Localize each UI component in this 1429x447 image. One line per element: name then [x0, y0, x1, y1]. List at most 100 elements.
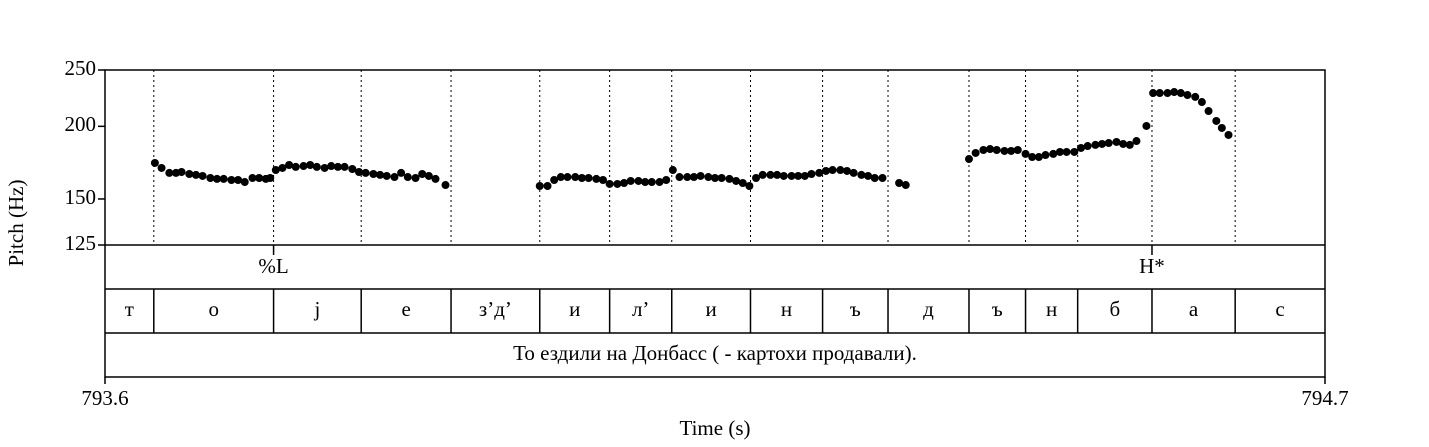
pitch-point	[1155, 89, 1164, 98]
pitch-point	[1098, 139, 1107, 148]
pitch-point	[689, 173, 698, 182]
pitch-point	[620, 178, 629, 187]
y-axis-label: Pitch (Hz)	[4, 180, 28, 267]
tone-label: %L	[258, 254, 288, 278]
pitch-point	[773, 170, 782, 179]
pitch-point	[895, 178, 904, 187]
segment-label: с	[1275, 297, 1284, 321]
pitch-point	[675, 173, 684, 182]
pitch-point	[369, 169, 378, 178]
pitch-point	[1021, 149, 1030, 158]
pitch-point	[979, 146, 988, 155]
pitch-point	[150, 158, 159, 167]
segment-label: и	[705, 297, 716, 321]
segment-label: а	[1189, 297, 1199, 321]
pitch-point	[1000, 146, 1009, 155]
pitch-point	[535, 182, 544, 191]
pitch-point	[299, 162, 308, 171]
pitch-point	[390, 173, 399, 182]
pitch-point	[376, 170, 385, 179]
pitch-point	[732, 176, 741, 185]
pitch-point	[738, 178, 747, 187]
pitch-point	[266, 173, 275, 182]
pitch-point	[634, 176, 643, 185]
pitch-point	[340, 162, 349, 171]
pitch-point	[964, 155, 973, 164]
sentence-label: То ездили на Донбасс ( - картохи продава…	[513, 341, 917, 365]
pitch-point	[1212, 116, 1221, 125]
pitch-point	[571, 173, 580, 182]
pitch-point	[543, 182, 552, 191]
pitch-point	[598, 176, 607, 185]
pitch-point	[403, 173, 412, 182]
pitch-point	[1217, 123, 1226, 132]
segment-label: ъ	[850, 297, 861, 321]
pitch-point	[354, 168, 363, 177]
pitch-point	[240, 178, 249, 187]
pitch-point	[227, 176, 236, 185]
pitch-point	[864, 171, 873, 180]
pitch-point	[647, 178, 656, 187]
pitch-point	[683, 173, 692, 182]
pitch-point	[971, 148, 980, 157]
pitch-point	[1007, 146, 1016, 155]
pitch-point	[424, 171, 433, 180]
pitch-point	[306, 161, 315, 170]
pitch-point	[177, 168, 186, 177]
pitch-point	[1149, 89, 1158, 98]
pitch-point	[577, 173, 586, 182]
pitch-point	[1191, 92, 1200, 101]
pitch-point	[821, 166, 830, 175]
pitch-point	[662, 176, 671, 185]
plot-frame	[104, 69, 1326, 378]
pitch-point	[397, 168, 406, 177]
y-tick-label: 250	[65, 56, 97, 80]
pitch-point	[348, 165, 357, 174]
pitch-point	[870, 173, 879, 182]
pitch-point	[787, 171, 796, 180]
pitch-point	[206, 173, 215, 182]
pitch-point	[766, 170, 775, 179]
pitch-point	[441, 181, 450, 190]
segment-label: д	[923, 297, 934, 321]
pitch-point	[1104, 139, 1113, 148]
tone-label: H*	[1139, 254, 1165, 278]
pitch-point	[1119, 139, 1128, 148]
pitch-point	[1163, 89, 1172, 98]
pitch-point	[563, 173, 572, 182]
pitch-point	[198, 171, 207, 180]
pitch-point	[1013, 146, 1022, 155]
pitch-point	[592, 174, 601, 183]
pitch-point	[1204, 107, 1213, 116]
pitch-point	[291, 162, 300, 171]
pitch-point	[1142, 121, 1151, 130]
pitch-point	[779, 171, 788, 180]
pitch-point	[1091, 140, 1100, 149]
pitch-point	[431, 174, 440, 183]
pitch-point	[1083, 142, 1092, 151]
segment-label: л’	[632, 297, 649, 321]
pitch-point	[320, 163, 329, 172]
pitch-point	[807, 169, 816, 178]
pitch-point	[696, 171, 705, 180]
pitch-point	[655, 178, 664, 187]
pitch-point	[704, 173, 713, 182]
pitch-point	[794, 171, 803, 180]
pitch-point	[418, 169, 427, 178]
pitch-point	[752, 173, 761, 182]
pitch-point	[717, 173, 726, 182]
y-tick-label: 150	[65, 185, 97, 209]
pitch-point	[1062, 147, 1071, 156]
x-tick-label: 794.7	[1301, 386, 1348, 410]
pitch-point	[556, 173, 565, 182]
segment-label: е	[401, 297, 410, 321]
segment-label: и	[569, 297, 580, 321]
pitch-point	[584, 173, 593, 182]
pitch-point	[1055, 147, 1064, 156]
pitch-point	[248, 173, 257, 182]
pitch-point	[1112, 137, 1121, 146]
pitch-point	[271, 166, 280, 175]
pitch-point	[219, 174, 228, 183]
pitch-point	[842, 166, 851, 175]
